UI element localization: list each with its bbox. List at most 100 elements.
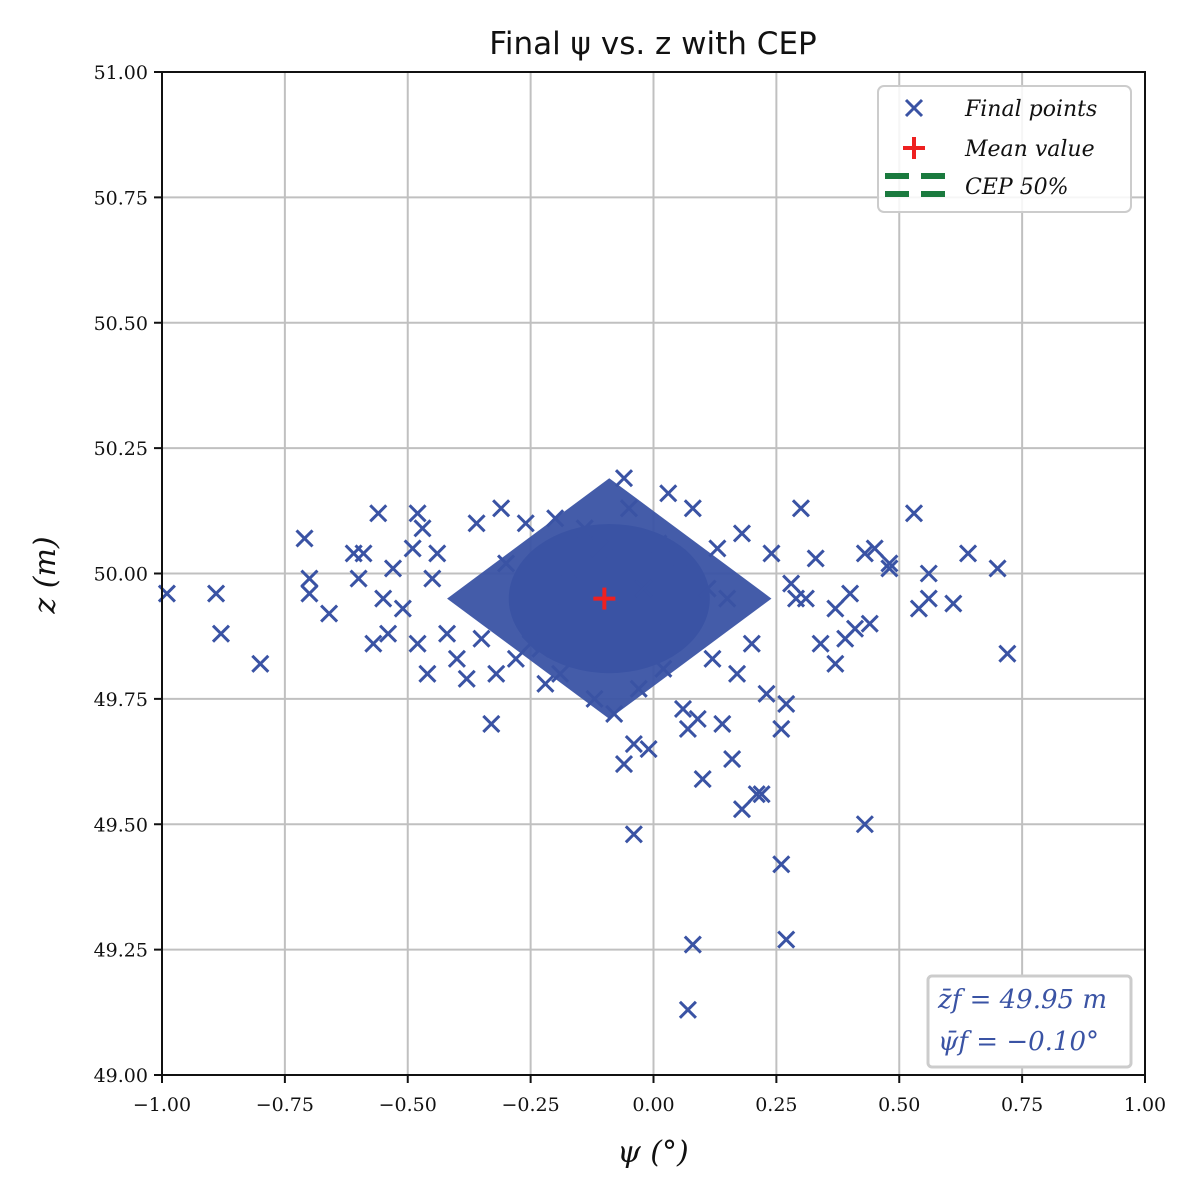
final-point-stroke [516,514,535,533]
final-point [251,654,270,673]
final-point-stroke [860,614,879,633]
final-point-stroke [374,589,393,608]
final-point-stroke [492,499,511,518]
x-tick-label: −0.75 [256,1094,314,1116]
final-point-stroke [610,549,629,568]
final-point-stroke [496,554,516,573]
y-tick-label: 49.50 [94,814,148,836]
final-point [428,544,447,563]
final-point [536,674,555,693]
final-point [723,749,742,769]
final-point [752,785,771,804]
final-point [841,584,860,603]
final-point [320,604,339,623]
x-tick-label: 0.00 [632,1094,674,1116]
y-axis-label: z (m) [28,536,63,614]
final-point-stroke [605,704,624,723]
x-tick-label: −0.25 [502,1094,560,1116]
final-point-stroke [919,564,938,583]
final-point [516,514,535,533]
chart-title: Final ψ vs. z with CEP [489,26,816,62]
final-point-stroke [207,584,226,603]
final-point [649,534,668,553]
final-point-stroke [826,599,845,618]
final-point-stroke [300,569,319,588]
final-point [379,624,398,643]
final-point-stroke [408,504,427,523]
stats-mean-z: z̄f = 49.95 m [937,985,1107,1015]
final-point-stroke [806,549,825,568]
final-point [506,649,525,668]
final-point-stroke [698,579,717,598]
final-point [880,554,899,573]
final-point-stroke [845,619,865,638]
final-point [374,589,393,608]
final-point-stroke [369,504,388,523]
mean-value-series [593,587,616,610]
final-point-stroke [772,719,791,739]
final-point [560,559,580,578]
legend-box [877,85,1132,213]
final-point [762,544,781,563]
final-point-stroke [521,634,540,653]
final-point-stroke [880,559,899,578]
final-point [580,649,599,668]
final-point-stroke [703,649,722,668]
y-tick-label: 50.75 [94,187,148,209]
final-point [349,569,368,588]
final-point-stroke [482,714,501,734]
final-point [369,504,388,523]
final-point-stroke [560,559,580,578]
final-point [727,664,747,683]
final-point [904,504,924,523]
final-point-stroke [742,634,761,653]
final-point-stroke [673,699,693,718]
final-point-stroke [551,664,570,683]
final-point-stroke [506,649,525,668]
final-point [575,519,594,538]
final-point [624,734,643,754]
final-point [614,469,634,488]
final-point-stroke [536,674,555,693]
final-points-series [157,469,1017,1019]
final-point-stroke [683,499,702,518]
final-point-stroke [379,624,398,643]
final-point-stroke [619,499,638,518]
y-tick-label: 49.75 [94,689,148,711]
final-point [845,619,865,638]
final-point-stroke [688,709,707,728]
final-point [919,589,938,608]
final-point-stroke [644,624,663,643]
final-point [806,549,825,568]
final-point [654,659,673,678]
final-point-stroke [570,624,589,643]
final-point-stroke [855,544,874,563]
final-point-stroke [988,559,1007,578]
x-tick-label: −1.00 [133,1094,191,1116]
y-tick-label: 50.25 [94,438,148,460]
final-point [673,699,693,718]
final-point [757,684,776,703]
final-point-stroke [855,815,874,834]
final-point [811,634,830,653]
final-point [467,514,486,533]
final-point-stroke [659,484,678,503]
final-point-stroke [423,569,442,588]
x-tick-label: −0.50 [379,1094,437,1116]
final-point-stroke [487,664,506,683]
final-point [664,614,683,633]
final-point [644,624,663,643]
final-point-stroke [428,544,447,563]
final-point-stroke [320,604,339,623]
final-point [354,544,373,563]
final-point [300,584,319,603]
final-point-stroke [919,589,938,608]
final-point [732,524,752,543]
final-point-stroke [585,689,604,708]
x-tick-label: 1.00 [1124,1094,1166,1116]
final-point [438,624,457,643]
final-point-stroke [678,1000,697,1019]
final-point [610,549,629,568]
final-point-stroke [693,770,712,789]
